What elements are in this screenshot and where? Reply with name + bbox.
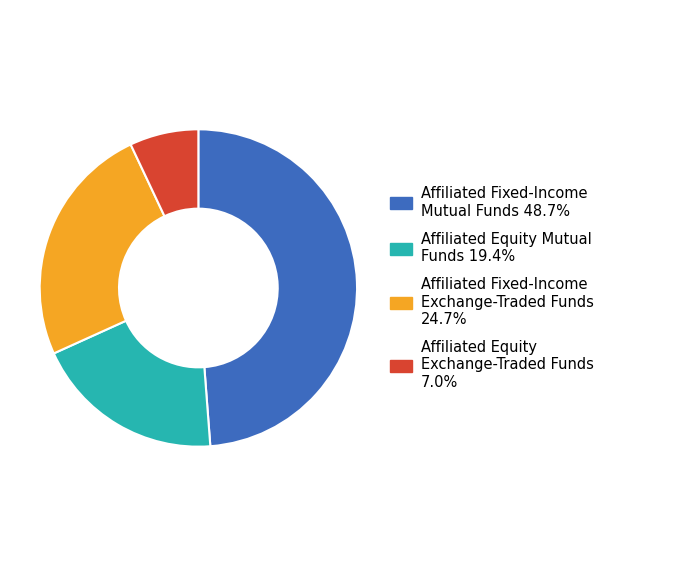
Wedge shape <box>54 321 211 446</box>
Wedge shape <box>198 130 357 446</box>
Legend: Affiliated Fixed-Income
Mutual Funds 48.7%, Affiliated Equity Mutual
Funds 19.4%: Affiliated Fixed-Income Mutual Funds 48.… <box>391 186 594 390</box>
Wedge shape <box>40 145 165 354</box>
Wedge shape <box>131 130 198 216</box>
